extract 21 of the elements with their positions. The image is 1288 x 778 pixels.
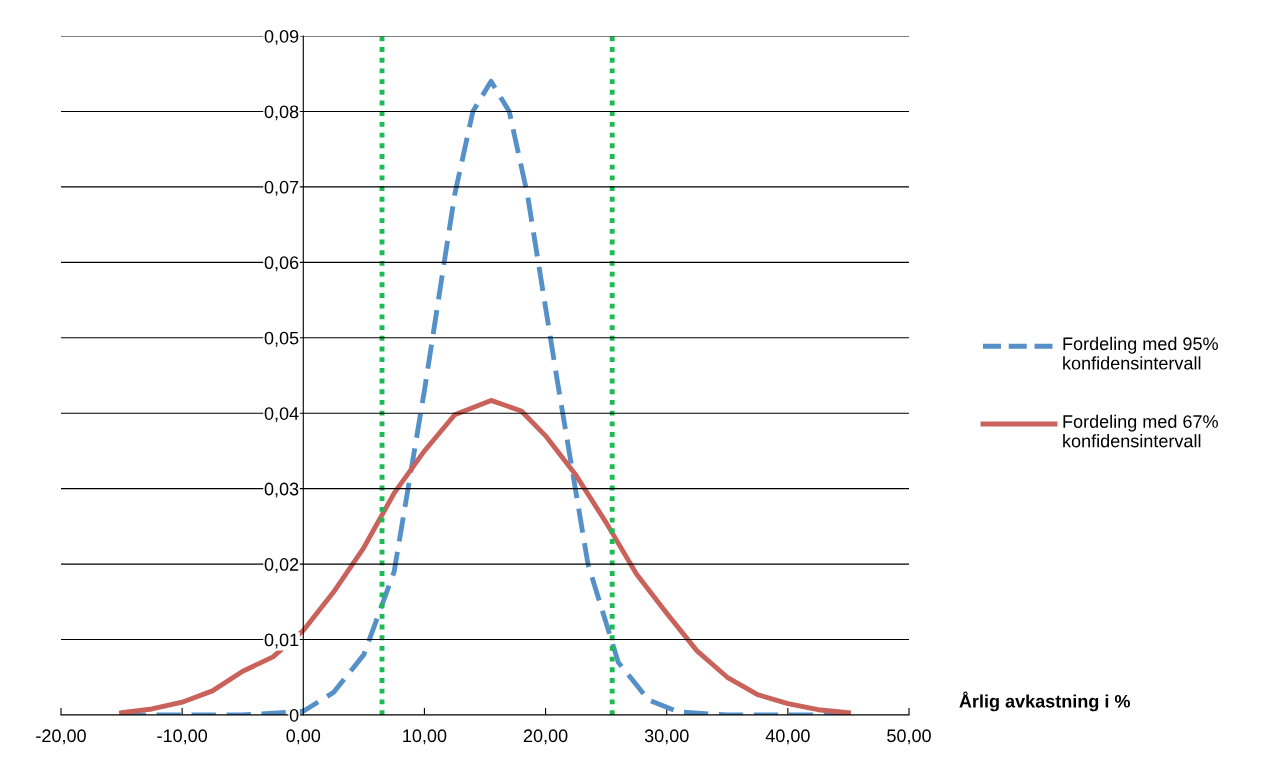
y-tick-label: 0,08: [264, 105, 299, 121]
y-tick-label: 0,07: [264, 180, 299, 196]
legend-label: Fordeling med 67% konfidensintervall: [1063, 414, 1218, 448]
x-axis-title: Årlig avkastning i %: [959, 691, 1130, 712]
y-tick-label: 0,05: [264, 331, 299, 347]
y-tick-label: 0,03: [264, 482, 299, 498]
y-tick-label: 0,02: [264, 558, 299, 573]
y-tick-label: 0,09: [264, 29, 299, 45]
x-tick-label: 10,00: [403, 729, 447, 745]
x-tick-label: -20,00: [36, 729, 86, 745]
y-tick-label: 0,01: [264, 633, 299, 649]
x-tick-label: 0,00: [286, 729, 321, 745]
x-tick-label: -10,00: [157, 729, 208, 745]
x-tick-label: 30,00: [644, 729, 689, 745]
x-tick-label: 40,00: [765, 729, 810, 745]
y-tick-label: 0,04: [264, 407, 299, 423]
x-tick-label: 50,00: [887, 729, 931, 745]
y-tick-label: 0: [289, 708, 299, 722]
x-tick-label: 20,00: [523, 729, 568, 745]
y-tick-label: 0,06: [264, 256, 299, 272]
legend-label: Fordeling med 95% konfidensintervall: [1063, 336, 1218, 370]
